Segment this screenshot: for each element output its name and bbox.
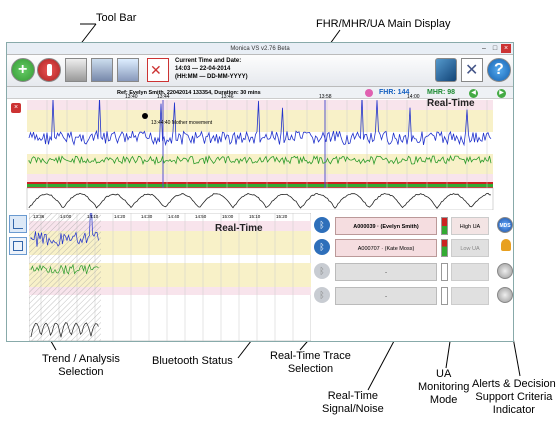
time-format: (HH:MM — DD-MM-YYYY) [175, 74, 248, 80]
time-tick: 14:40 [168, 214, 180, 219]
ua-mode-button[interactable] [451, 263, 489, 281]
tools-icon[interactable]: ✕ [461, 58, 483, 82]
main-mode-label: Real-Time [427, 98, 475, 109]
lower-panel: Real-Time 13:36 14:00 14:10 14:20 14:30 14:40… [7, 213, 513, 341]
stop-icon[interactable] [37, 58, 61, 82]
time-tick: 14:00 [407, 94, 420, 100]
callout-bluetooth: Bluetooth Status [152, 355, 233, 367]
main-trace-chart [26, 100, 494, 210]
monitor-icon[interactable] [91, 58, 113, 82]
ua-mode-button[interactable]: Low UA [451, 239, 489, 257]
callout-main-display: FHR/MHR/UA Main Display [316, 18, 451, 30]
bell-icon [501, 239, 511, 251]
alert-indicator[interactable] [497, 263, 513, 279]
expand-icon[interactable]: ✕ [147, 58, 169, 82]
mhr-trace [28, 154, 492, 166]
app-window: Monica VS v2.76 Beta – □ × + ✕ Current T… [6, 42, 514, 342]
fhr-label: FHR: [379, 89, 396, 96]
time-tick: 13:44 [157, 94, 170, 100]
time-tick: 14:30 [141, 214, 153, 219]
bluetooth-icon[interactable]: ᛒ [314, 263, 330, 279]
time-tick: 15:00 [222, 214, 234, 219]
current-time-panel: Current Time and Date: 14:03 — 22-04-201… [175, 57, 248, 81]
maximize-button[interactable]: □ [492, 45, 498, 52]
cube-icon[interactable] [435, 58, 457, 82]
time-label: Current Time and Date: [175, 58, 242, 64]
forward-arrow-icon[interactable]: ▶ [497, 89, 506, 98]
signal-noise-indicator [441, 217, 448, 235]
trace-card[interactable]: - [335, 287, 437, 305]
fhr-readout: FHR: 144 [379, 87, 409, 99]
signal-noise-indicator [441, 263, 448, 281]
time-tick: 14:00 [60, 214, 72, 219]
analysis-tab[interactable] [9, 237, 27, 255]
trend-mhr-trace [30, 263, 99, 275]
signal-noise-indicator [441, 239, 448, 257]
time-value: 14:03 — 22-04-2014 [175, 66, 231, 72]
callout-signal-noise: Real-Time Signal/Noise [322, 390, 384, 416]
printer-icon[interactable] [65, 58, 87, 82]
info-bar: Ref: Evelyn Smith, 22042014 133354, Dura… [7, 87, 513, 99]
ua-mode-button[interactable]: High UA [451, 217, 489, 235]
main-display: × Real-Time 13:44:40 Mother movement 13:… [7, 94, 513, 210]
patient-reference: Ref: Evelyn Smith, 22042014 133354, Dura… [117, 90, 261, 96]
time-tick: 13:36 [33, 214, 45, 219]
ua-trace [28, 192, 492, 209]
trend-mode-label: Real-Time [215, 223, 263, 234]
time-tick: 13:58 [319, 94, 332, 100]
trend-fhr-trace [30, 213, 99, 247]
fhr-trace [28, 100, 492, 147]
time-tick: 15:10 [249, 214, 261, 219]
mhr-readout: MHR: 98 [427, 87, 455, 99]
event-annotation: 13:44:40 Mother movement [151, 120, 213, 126]
pink-status-icon [365, 89, 373, 97]
callout-trend: Trend / Analysis Selection [42, 353, 120, 379]
mhr-value: 98 [447, 89, 456, 96]
bluetooth-icon[interactable]: ᛒ [314, 287, 330, 303]
callout-trace-selection: Real-Time Trace Selection [270, 350, 351, 376]
bluetooth-icon[interactable]: ᛒ [314, 239, 330, 255]
trend-chart [29, 213, 311, 341]
alert-indicator[interactable] [497, 287, 513, 303]
time-tick: 13:40 [125, 94, 138, 100]
add-icon[interactable]: + [11, 58, 35, 82]
trend-ua-trace [30, 322, 99, 338]
window-title: Monica VS v2.76 Beta [230, 46, 290, 52]
time-tick: 14:50 [195, 214, 207, 219]
ua-mode-button[interactable] [451, 287, 489, 305]
signal-noise-indicator [441, 287, 448, 305]
help-icon[interactable]: ? [487, 58, 511, 82]
close-trace-icon[interactable]: × [11, 103, 21, 113]
close-button[interactable]: × [501, 44, 511, 53]
tool-bar: + ✕ Current Time and Date: 14:03 — 22-04… [7, 55, 513, 87]
trend-tab[interactable] [9, 215, 27, 233]
trace-card[interactable]: A000039 · (Evelyn Smith) [335, 217, 437, 235]
title-bar: Monica VS v2.76 Beta – □ × [7, 43, 513, 55]
time-tick: 13:46 [221, 94, 234, 100]
bluetooth-icon[interactable]: ᛒ [314, 217, 330, 233]
time-tick: 14:10 [87, 214, 99, 219]
fhr-value: 144 [397, 89, 410, 96]
callout-tool-bar: Tool Bar [96, 12, 137, 24]
time-tick: 15:20 [276, 214, 288, 219]
back-arrow-icon[interactable]: ◀ [469, 89, 478, 98]
time-tick: 14:20 [114, 214, 126, 219]
trace-card[interactable]: - [335, 263, 437, 281]
trace-card[interactable]: A000707 · (Kate Moss) [335, 239, 437, 257]
alert-indicator[interactable]: MDS [497, 217, 513, 233]
minimize-button[interactable]: – [482, 45, 486, 52]
mhr-label: MHR: [427, 89, 446, 96]
callout-ua-mode: UA Monitoring Mode [418, 368, 470, 407]
network-icon[interactable] [117, 58, 139, 82]
callout-alerts: Alerts & Decision Support Criteria Indic… [472, 378, 556, 417]
